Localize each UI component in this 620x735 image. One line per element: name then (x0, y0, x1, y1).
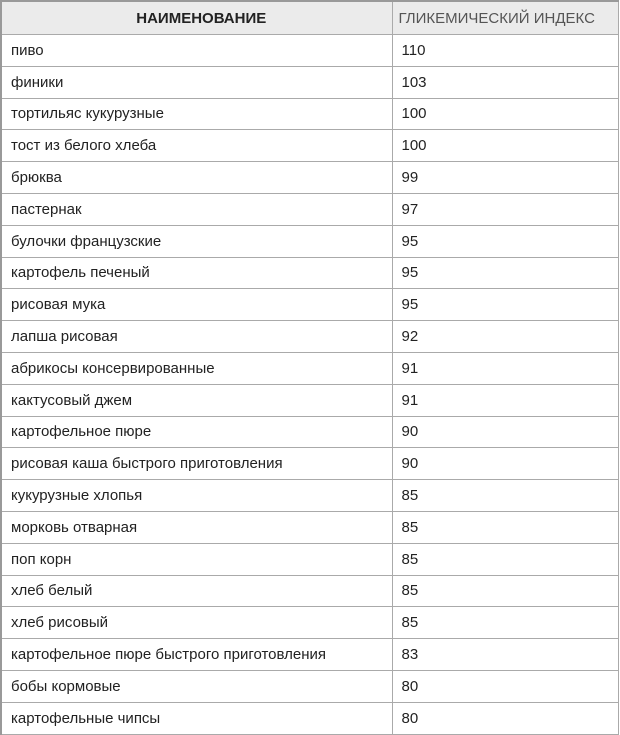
product-name-cell: рисовая каша быстрого приготовления (0, 447, 393, 481)
product-name-cell: картофельные чипсы (0, 701, 393, 735)
product-name-cell: пастернак (0, 192, 393, 226)
table-row: картофельное пюре быстрого приготовления… (0, 638, 619, 671)
glycemic-index-cell: 85 (391, 542, 619, 576)
product-name-cell: хлеб рисовый (0, 606, 393, 640)
glycemic-index-cell: 91 (391, 383, 619, 417)
table-row: рисовая мука 95 (0, 288, 619, 322)
glycemic-index-cell: 85 (391, 510, 619, 544)
glycemic-index-cell: 97 (391, 192, 619, 226)
glycemic-index-cell: 103 (391, 65, 619, 99)
glycemic-index-cell: 100 (391, 97, 619, 131)
table-row: картофельные чипсы 80 (0, 701, 619, 735)
glycemic-index-cell: 85 (391, 606, 619, 640)
product-name-cell: поп корн (0, 542, 393, 576)
glycemic-index-cell: 95 (391, 288, 619, 322)
product-name-cell: бобы кормовые (0, 669, 393, 703)
header-row: НАИМЕНОВАНИЕ ГЛИКЕМИЧЕСКИЙ ИНДЕКС (0, 0, 619, 35)
product-name-cell: картофельное пюре (0, 415, 393, 449)
product-name-cell: рисовая мука (0, 288, 393, 322)
glycemic-index-cell: 99 (391, 161, 619, 194)
glycemic-index-cell: 85 (391, 479, 619, 512)
table-row: пиво 110 (0, 34, 619, 67)
table-row: тортильяс кукурузные 100 (0, 97, 619, 131)
glycemic-index-cell: 91 (391, 351, 619, 385)
glycemic-index-cell: 100 (391, 129, 619, 163)
table-row: булочки французские 95 (0, 224, 619, 258)
glycemic-index-cell: 80 (391, 669, 619, 703)
product-name-cell: картофель печеный (0, 256, 393, 290)
table-row: рисовая каша быстрого приготовления 90 (0, 447, 619, 481)
glycemic-index-cell: 80 (391, 701, 619, 735)
product-name-cell: пиво (0, 34, 393, 67)
glycemic-index-cell: 110 (391, 34, 619, 67)
glycemic-index-cell: 85 (391, 574, 619, 608)
product-name-cell: кукурузные хлопья (0, 479, 393, 512)
table-row: кактусовый джем 91 (0, 383, 619, 417)
table-row: брюква 99 (0, 161, 619, 194)
glycemic-index-cell: 90 (391, 415, 619, 449)
table-row: тост из белого хлеба 100 (0, 129, 619, 163)
product-name-cell: кактусовый джем (0, 383, 393, 417)
table-row: лапша рисовая 92 (0, 320, 619, 353)
product-name-cell: брюква (0, 161, 393, 194)
glycemic-index-cell: 90 (391, 447, 619, 481)
table-row: финики 103 (0, 65, 619, 99)
table-row: абрикосы консервированные 91 (0, 351, 619, 385)
product-name-cell: морковь отварная (0, 510, 393, 544)
header-name: НАИМЕНОВАНИЕ (0, 0, 393, 35)
table-row: поп корн 85 (0, 542, 619, 576)
table-row: морковь отварная 85 (0, 510, 619, 544)
product-name-cell: хлеб белый (0, 574, 393, 608)
table-row: пастернак 97 (0, 192, 619, 226)
product-name-cell: тост из белого хлеба (0, 129, 393, 163)
table-row: картофель печеный 95 (0, 256, 619, 290)
product-name-cell: абрикосы консервированные (0, 351, 393, 385)
product-name-cell: булочки французские (0, 224, 393, 258)
glycemic-index-cell: 83 (391, 638, 619, 671)
table-row: бобы кормовые 80 (0, 669, 619, 703)
table-row: хлеб белый 85 (0, 574, 619, 608)
product-name-cell: лапша рисовая (0, 320, 393, 353)
product-name-cell: картофельное пюре быстрого приготовления (0, 638, 393, 671)
table-row: хлеб рисовый 85 (0, 606, 619, 640)
table-row: картофельное пюре 90 (0, 415, 619, 449)
table-row: кукурузные хлопья 85 (0, 479, 619, 512)
header-glycemic-index: ГЛИКЕМИЧЕСКИЙ ИНДЕКС (391, 0, 619, 35)
product-name-cell: тортильяс кукурузные (0, 97, 393, 131)
glycemic-index-cell: 95 (391, 256, 619, 290)
glycemic-index-cell: 95 (391, 224, 619, 258)
glycemic-index-cell: 92 (391, 320, 619, 353)
product-name-cell: финики (0, 65, 393, 99)
